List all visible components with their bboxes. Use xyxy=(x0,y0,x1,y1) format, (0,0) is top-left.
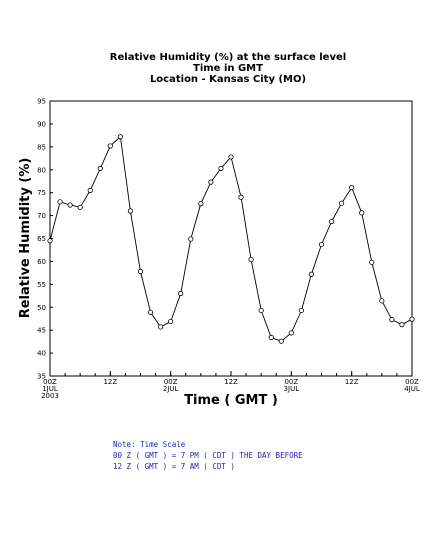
data-point xyxy=(57,199,63,205)
x-tick-label: 4JUL xyxy=(404,385,420,393)
data-point xyxy=(147,309,154,315)
chart-title: Relative Humidity (%) at the surface lev… xyxy=(110,52,346,85)
data-point xyxy=(328,218,335,225)
data-point xyxy=(67,202,73,208)
x-tick-label: 00Z xyxy=(405,378,419,386)
data-point xyxy=(218,165,224,171)
data-point xyxy=(238,194,244,200)
x-tick-label: 12Z xyxy=(103,378,117,386)
x-tick-label: 12Z xyxy=(345,378,359,386)
y-tick-label: 45 xyxy=(37,327,46,335)
data-point xyxy=(278,338,284,344)
chart-title-line-3: Location - Kansas City (MO) xyxy=(150,74,306,85)
x-tick-label: 2003 xyxy=(41,392,59,400)
data-point xyxy=(188,236,194,242)
x-tick-label: 2JUL xyxy=(163,385,179,393)
data-point xyxy=(77,204,83,210)
data-point xyxy=(47,238,53,244)
data-point xyxy=(409,316,415,322)
data-point xyxy=(87,187,93,193)
y-tick-label: 85 xyxy=(37,143,46,151)
data-point xyxy=(158,324,164,330)
data-point xyxy=(318,241,325,248)
data-point xyxy=(117,134,123,140)
series-line xyxy=(49,135,413,342)
data-point xyxy=(349,185,355,191)
data-point xyxy=(208,179,214,185)
y-axis-label: Relative Humidity (%) xyxy=(18,158,33,319)
note-line-3: 12 Z ( GMT ) = 7 AM ( CDT ) xyxy=(113,462,235,471)
y-tick-label: 60 xyxy=(37,258,46,266)
y-axis: 35 40 45 50 55 60 65 70 75 80 85 90 95 xyxy=(37,98,53,381)
data-point xyxy=(359,210,365,216)
x-tick-label: 00Z xyxy=(43,378,57,386)
data-point xyxy=(178,290,184,297)
time-scale-note: Note: Time Scale 00 Z ( GMT ) = 7 PM ( C… xyxy=(113,440,303,471)
data-point xyxy=(369,259,375,265)
data-point xyxy=(137,268,144,275)
x-axis-label: Time ( GMT ) xyxy=(184,393,278,408)
y-tick-label: 95 xyxy=(37,98,46,106)
data-point xyxy=(198,201,204,207)
data-point xyxy=(379,298,385,304)
y-tick-label: 70 xyxy=(37,212,46,220)
x-tick-label: 00Z xyxy=(164,378,178,386)
data-point xyxy=(168,318,174,325)
data-point xyxy=(339,200,345,206)
y-tick-label: 65 xyxy=(37,235,46,243)
data-point xyxy=(308,271,315,277)
y-tick-label: 90 xyxy=(37,120,46,128)
chart-title-line-2: Time in GMT xyxy=(193,63,263,74)
data-point xyxy=(268,334,274,341)
y-tick-label: 40 xyxy=(37,350,46,358)
y-tick-label: 35 xyxy=(37,373,46,381)
data-point xyxy=(389,317,395,323)
note-line-2: 00 Z ( GMT ) = 7 PM ( CDT ) THE DAY BEFO… xyxy=(113,451,303,460)
x-tick-label: 00Z xyxy=(284,378,298,386)
data-point xyxy=(127,208,134,214)
plot-frame xyxy=(49,100,413,377)
y-tick-label: 55 xyxy=(37,281,46,289)
note-line-1: Note: Time Scale xyxy=(113,440,186,449)
data-point xyxy=(288,330,294,336)
y-tick-label: 80 xyxy=(37,166,46,174)
y-tick-label: 75 xyxy=(37,189,46,197)
series-relative-humidity xyxy=(47,134,415,344)
data-point xyxy=(228,154,234,160)
y-tick-label: 50 xyxy=(37,304,46,312)
x-tick-label: 12Z xyxy=(224,378,238,386)
data-point xyxy=(107,143,113,149)
data-point xyxy=(298,307,304,314)
data-point xyxy=(97,165,103,171)
data-point xyxy=(258,307,264,314)
x-tick-label: 1JUL xyxy=(42,385,58,393)
data-point xyxy=(248,256,254,263)
chart-title-line-1: Relative Humidity (%) at the surface lev… xyxy=(110,52,346,63)
data-point xyxy=(399,322,405,328)
x-tick-label: 3JUL xyxy=(284,385,300,393)
